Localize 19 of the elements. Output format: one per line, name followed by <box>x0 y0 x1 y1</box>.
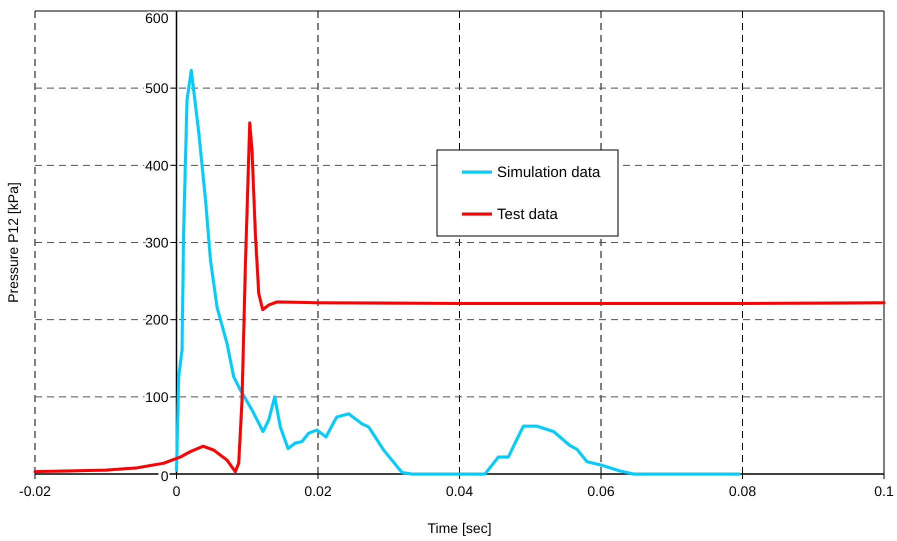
y-tick-label: 200 <box>145 312 169 328</box>
y-tick-label: 300 <box>145 234 169 250</box>
line-series <box>175 68 740 476</box>
x-tick-label: 0.06 <box>587 483 615 499</box>
legend-label: Test data <box>497 206 559 223</box>
x-axis-title: Time [sec] <box>427 520 492 536</box>
y-tick-label: 500 <box>145 80 169 96</box>
x-tick-label: 0.08 <box>728 483 756 499</box>
x-tick-label: 0.1 <box>874 483 894 499</box>
y-tick-label: 0 <box>160 468 169 484</box>
y-tick-label: 400 <box>145 157 169 174</box>
x-tick-label: -0.02 <box>19 483 52 499</box>
y-axis-title: Pressure P12 [kPa] <box>5 182 21 303</box>
y-tick-label: 600 <box>145 10 169 26</box>
x-tick-label: 0 <box>172 483 181 499</box>
y-tick-label: 100 <box>145 388 169 405</box>
legend-label: Simulation data <box>497 164 602 181</box>
x-tick-label: 0.02 <box>304 483 332 499</box>
x-tick-label: 0.04 <box>446 483 474 499</box>
